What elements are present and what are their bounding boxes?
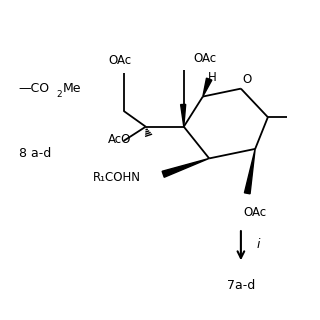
Text: AcO: AcO <box>108 133 132 146</box>
Text: 8 a-d: 8 a-d <box>19 147 51 160</box>
Polygon shape <box>244 149 255 194</box>
Text: OAc: OAc <box>193 52 216 65</box>
Polygon shape <box>203 78 212 97</box>
Text: R₁COHN: R₁COHN <box>93 171 141 184</box>
Text: O: O <box>243 73 252 86</box>
Text: OAc: OAc <box>109 53 132 67</box>
Polygon shape <box>180 104 186 127</box>
Text: i: i <box>257 237 260 251</box>
Text: Me: Me <box>63 82 81 95</box>
Text: 2: 2 <box>56 90 62 99</box>
Text: 7a-d: 7a-d <box>227 279 255 292</box>
Text: —CO: —CO <box>19 82 50 95</box>
Text: OAc: OAc <box>244 206 267 219</box>
Text: H: H <box>208 71 217 84</box>
Polygon shape <box>162 158 209 177</box>
